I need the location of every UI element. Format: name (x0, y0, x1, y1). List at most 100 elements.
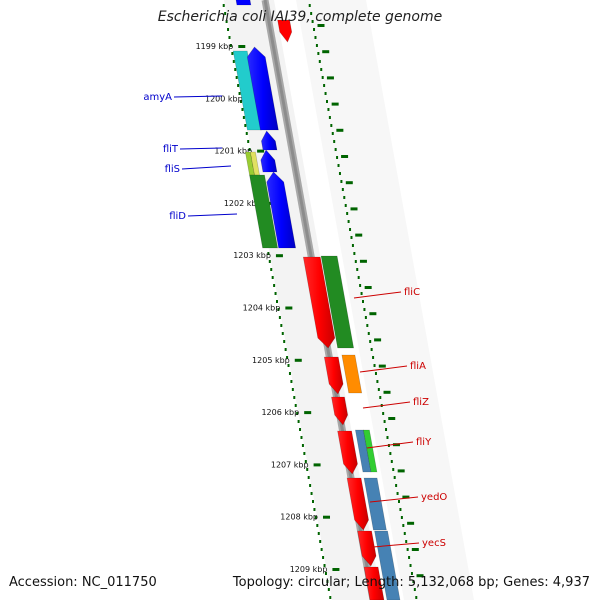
ruler-dots-right (356, 268, 359, 271)
ruler-dots-left (244, 124, 247, 127)
ruler-dots-right (389, 452, 392, 455)
ruler-dots-right (402, 524, 405, 527)
gene-arrow-fliC (302, 256, 336, 349)
ruler-dots-right (330, 124, 333, 127)
gene-label-fliS: fliS (165, 164, 180, 175)
ruler-tick-mark (416, 574, 424, 578)
ruler-tick-label: 1209 kbp (290, 565, 328, 574)
ruler-dots-right (308, 4, 311, 7)
ruler-dots-right (314, 36, 317, 39)
ruler-dots-right (406, 548, 409, 551)
gene-arrow-next (363, 566, 385, 600)
ruler-dots-right (349, 228, 352, 231)
ruler-dots-right (392, 468, 395, 471)
ruler-dots-right (328, 116, 331, 119)
ruler-tick-label: 1205 kbp (252, 356, 290, 365)
gene-arrow-fliZ (331, 396, 349, 426)
ruler-dots-left (320, 548, 323, 551)
ruler-dots-left (300, 436, 303, 439)
ruler-dots-right (337, 164, 340, 167)
gene-leader-line (181, 165, 232, 170)
ruler-dots-left (301, 444, 304, 447)
ruler-dots-right (326, 100, 328, 103)
ruler-dots-left (288, 372, 291, 375)
ruler-dots-left (294, 404, 297, 407)
ruler-dots-right (350, 236, 353, 239)
ruler-dots-left (280, 324, 283, 327)
ruler-dots-left (276, 300, 278, 303)
ruler-dots-left (281, 332, 284, 335)
ruler-dots-right (399, 508, 402, 511)
ruler-tick-mark (383, 390, 391, 394)
ruler-dots-left (287, 364, 290, 367)
gene-arrow-amyA (246, 46, 279, 131)
ruler-tick-mark (285, 306, 293, 310)
ruler-dots-left (271, 276, 274, 279)
ruler-dots-right (412, 580, 415, 583)
ruler-tick-mark (388, 417, 396, 420)
ruler-tick-mark (266, 201, 274, 205)
ruler-dots-right (410, 572, 413, 575)
ruler-dots-left (268, 260, 271, 263)
ruler-dots-right (338, 172, 341, 175)
ruler-tick-mark (359, 259, 367, 263)
ruler-dots-left (312, 500, 314, 503)
ruler-dots-left (303, 452, 306, 455)
ruler-tick-mark (411, 548, 419, 551)
ruler-dots-left (323, 564, 326, 567)
ruler-dots-right (336, 156, 339, 159)
ruler-dots-right (374, 372, 377, 375)
gene-leader-line (366, 441, 414, 449)
ruler-dots-right (390, 460, 393, 463)
ruler-tick-mark (402, 495, 410, 499)
ruler-dots-left (270, 268, 273, 271)
ruler-dots-left (306, 468, 309, 471)
ruler-dots-right (351, 244, 354, 247)
ruler-dots-right (340, 180, 343, 183)
ruler-dots-left (291, 388, 294, 391)
ruler-dots-left (229, 44, 232, 47)
ruler-dots-right (382, 412, 385, 415)
ruler-dots-right (362, 300, 364, 303)
cog-bar-fliD (249, 174, 278, 249)
ruler-dots-left (224, 12, 227, 15)
ruler-tick-mark (345, 181, 353, 185)
genome-info-text: Topology: circular; Length: 5,132,068 bp… (232, 575, 590, 590)
ruler-tick-mark (304, 411, 312, 415)
ruler-dots-left (267, 252, 270, 255)
ruler-tick-label: 1203 kbp (233, 251, 271, 260)
ruler-dots-left (225, 20, 228, 23)
ruler-dots-left (297, 420, 300, 423)
gene-label-fliC: fliC (404, 287, 420, 298)
gene-label-yecS: yecS (422, 538, 446, 549)
ruler-tick-mark (332, 568, 340, 571)
cog-bar-yedO (363, 477, 387, 531)
gene-arrow-fliD (266, 171, 296, 249)
ruler-dots-right (413, 588, 416, 591)
gene-fragment-top (277, 19, 293, 43)
cog-bar-yecS (374, 530, 401, 600)
ruler-dots-left (304, 460, 307, 463)
ruler-dots-right (353, 252, 356, 255)
ruler-dots-left (273, 284, 276, 287)
ruler-dots-right (323, 84, 326, 87)
ruler-dots-right (405, 540, 408, 543)
ruler-dots-right (415, 596, 418, 599)
gene-leader-line (353, 291, 402, 299)
ruler-dots-left (284, 348, 287, 351)
ruler-dots-left (293, 396, 296, 399)
ruler-tick-mark (323, 515, 331, 519)
gene-label-fliD: fliD (169, 211, 186, 222)
gene-arrow-yedO (346, 477, 369, 531)
ruler-tick-label: 1200 kbp (205, 94, 243, 103)
ruler-dots-right (366, 324, 369, 327)
ruler-dots-left (283, 340, 286, 343)
ruler-dots-right (363, 308, 366, 311)
ruler-dots-right (347, 220, 350, 223)
cog-bar-fliA (341, 354, 363, 394)
cog-bar-fliC (320, 255, 354, 349)
ruler-tick-mark (369, 312, 377, 316)
ruler-dots-left (228, 36, 231, 39)
